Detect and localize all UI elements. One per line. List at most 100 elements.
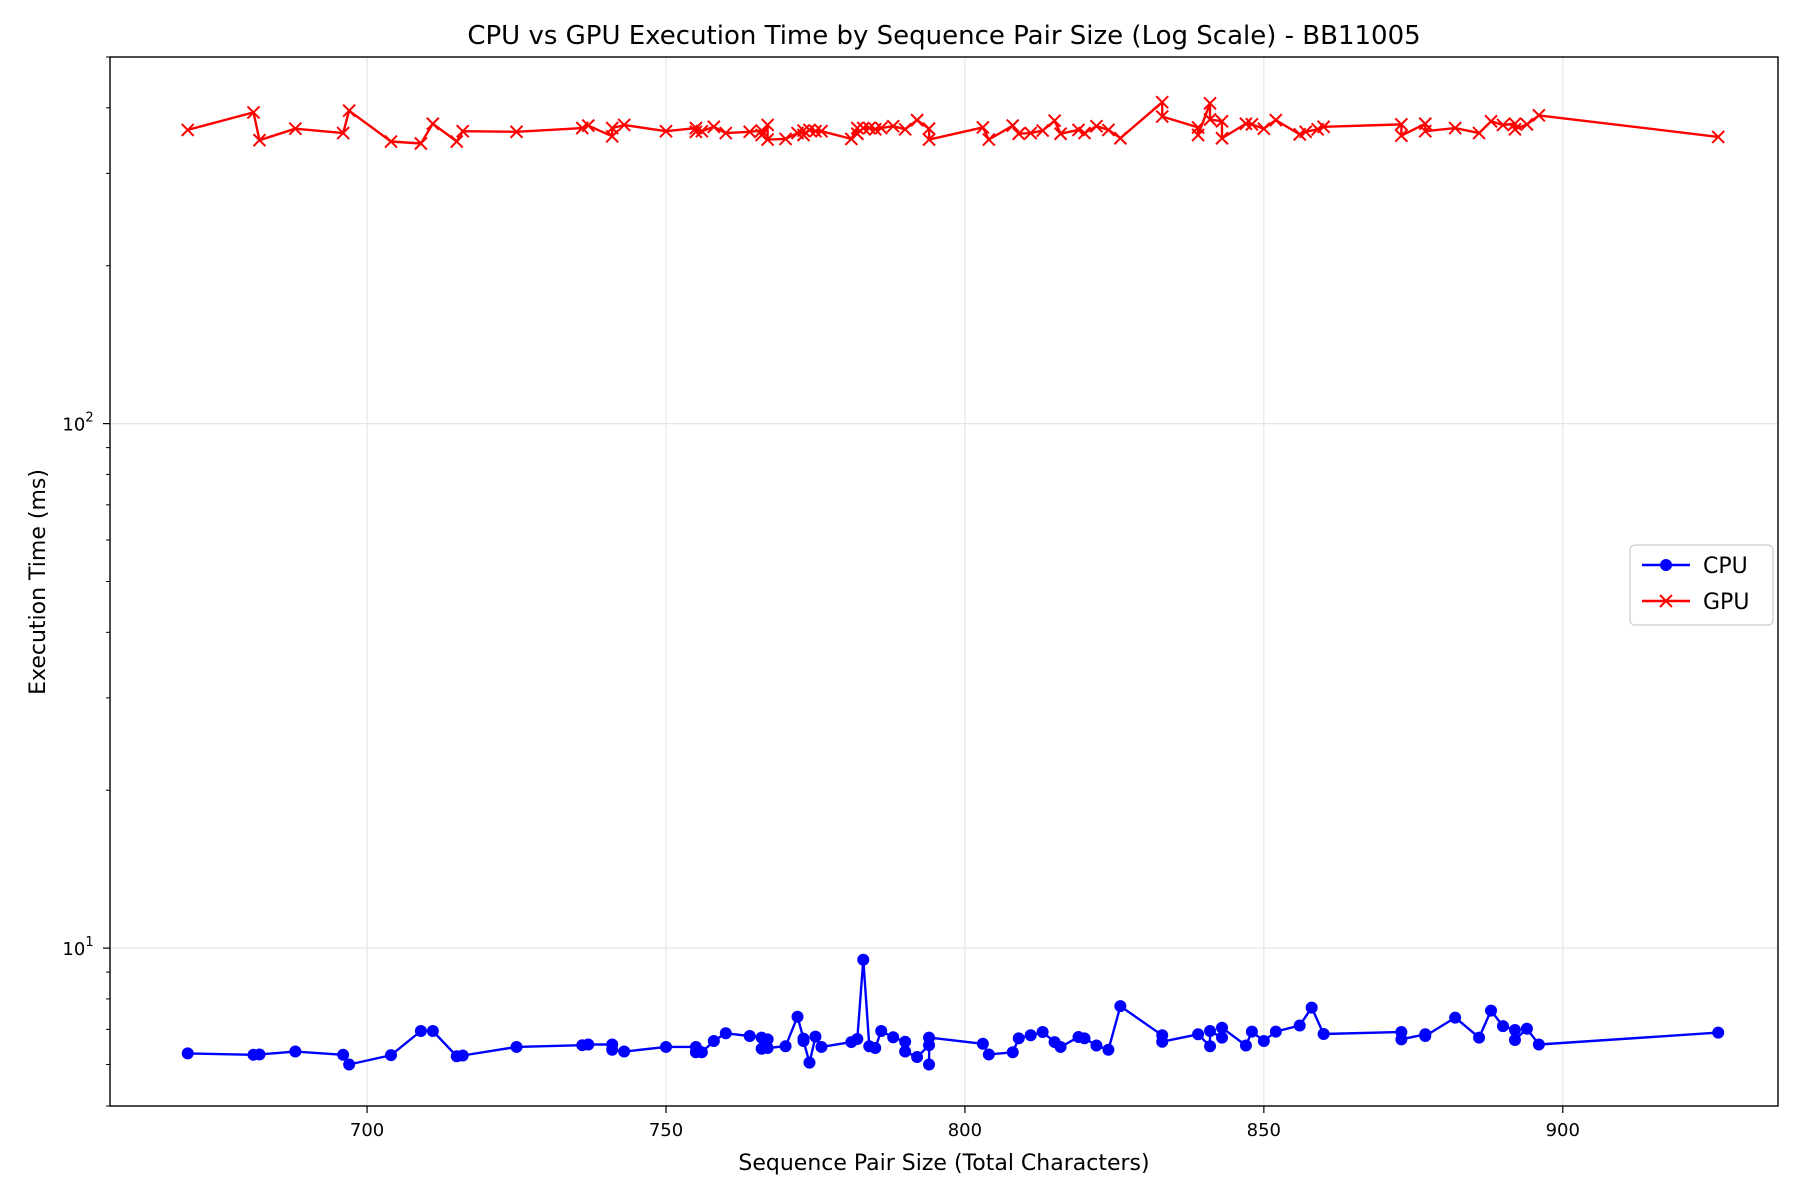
gpu-point: [414, 136, 428, 151]
x-tick-label: 900: [1546, 1120, 1580, 1141]
cpu-point: [779, 1040, 792, 1053]
cpu-series: [181, 953, 1725, 1071]
cpu-point: [815, 1040, 828, 1053]
gpu-point: [719, 126, 733, 140]
gpu-point: [1394, 128, 1409, 143]
cpu-point: [761, 1041, 774, 1054]
cpu-point: [456, 1049, 469, 1062]
gpu-point: [976, 120, 990, 135]
cpu-point: [384, 1049, 397, 1062]
gpu-point: [742, 125, 757, 139]
gpu-point: [509, 125, 524, 139]
gpu-point: [581, 118, 595, 133]
gpu-point: [1418, 124, 1432, 138]
cpu-point: [791, 1010, 804, 1023]
gpu-point: [1089, 119, 1104, 133]
cpu-point: [887, 1031, 900, 1044]
cpu-point: [1305, 1001, 1318, 1014]
gpu-point: [1101, 123, 1116, 137]
gpu-point: [1532, 108, 1546, 123]
cpu-point: [1520, 1022, 1533, 1035]
gpu-point: [1006, 118, 1020, 133]
cpu-point: [743, 1029, 756, 1042]
cpu-point: [1054, 1040, 1067, 1053]
gpu-point: [754, 128, 769, 142]
cpu-point: [1419, 1029, 1432, 1042]
gpu-series: [181, 95, 1725, 151]
gpu-point: [1012, 127, 1026, 141]
cpu-point: [1317, 1027, 1330, 1040]
cpu-point: [582, 1038, 595, 1051]
cpu-point: [797, 1035, 810, 1048]
gpu-point: [850, 121, 865, 135]
gpu-point: [1113, 131, 1128, 145]
y-tick-label: 102: [62, 411, 93, 436]
x-tick-label: 800: [948, 1120, 982, 1141]
gpu-point: [1035, 123, 1050, 138]
cpu-point: [1036, 1025, 1049, 1038]
gpu-point: [1448, 121, 1462, 135]
cpu-point: [1204, 1024, 1217, 1037]
cpu-point: [1239, 1039, 1252, 1052]
cpu-point: [1204, 1040, 1217, 1053]
cpu-point: [1293, 1019, 1306, 1032]
legend-cpu-label: CPU: [1703, 554, 1748, 579]
chart-title: CPU vs GPU Execution Time by Sequence Pa…: [467, 21, 1420, 51]
cpu-point: [1156, 1035, 1169, 1048]
cpu-point: [253, 1048, 266, 1061]
gpu-point: [886, 119, 900, 133]
gpu-point: [760, 118, 775, 132]
y-axis: 101 102: [62, 56, 110, 1107]
cpu-point: [1473, 1031, 1486, 1044]
series-layer: [181, 95, 1725, 1071]
legend-gpu-label: GPU: [1703, 590, 1749, 615]
gpu-point: [1245, 117, 1259, 132]
cpu-point: [1449, 1011, 1462, 1024]
cpu-point: [809, 1030, 822, 1043]
gpu-point: [814, 124, 829, 138]
gpu-point: [1508, 122, 1522, 137]
gpu-point: [1711, 130, 1725, 144]
cpu-point: [1532, 1038, 1545, 1051]
gpu-point: [342, 103, 356, 118]
gpu-point: [982, 132, 996, 147]
gpu-point: [922, 121, 936, 136]
gpu-point: [707, 120, 721, 134]
gpu-point: [1472, 126, 1486, 140]
gpu-point: [659, 124, 673, 138]
cpu-point: [618, 1045, 631, 1058]
cpu-point: [803, 1056, 816, 1069]
gpu-point: [1269, 113, 1283, 127]
x-axis-label: Sequence Pair Size (Total Characters): [738, 1151, 1149, 1176]
cpu-point: [1114, 1000, 1127, 1013]
x-tick-label: 750: [649, 1120, 683, 1141]
gpu-point: [922, 132, 936, 147]
gpu-point: [252, 133, 267, 147]
gpu-point: [1215, 114, 1229, 129]
cpu-point: [1257, 1035, 1270, 1048]
gpu-point: [1316, 120, 1331, 134]
cpu-point: [1508, 1034, 1521, 1047]
cpu-point: [510, 1040, 523, 1053]
gpu-point: [1215, 131, 1229, 145]
cpu-point: [1485, 1004, 1498, 1017]
cpu-point: [1216, 1021, 1228, 1034]
cpu-point: [875, 1024, 888, 1037]
cpu-point: [660, 1040, 672, 1053]
gpu-point: [898, 122, 912, 137]
gpu-point: [808, 124, 823, 138]
cpu-point: [707, 1035, 720, 1048]
gpu-point: [1508, 117, 1522, 131]
gpu-point: [1191, 128, 1205, 142]
cpu-point: [1496, 1020, 1509, 1033]
y-tick-label: 101: [62, 935, 93, 960]
gpu-point: [456, 124, 470, 138]
cpu-point: [982, 1048, 995, 1061]
gpu-point: [856, 121, 870, 135]
cpu-point: [851, 1032, 864, 1045]
x-tick-label: 850: [1247, 1120, 1281, 1141]
gpu-point: [336, 126, 350, 140]
cpu-point: [414, 1024, 427, 1037]
cpu-point: [1024, 1029, 1037, 1042]
